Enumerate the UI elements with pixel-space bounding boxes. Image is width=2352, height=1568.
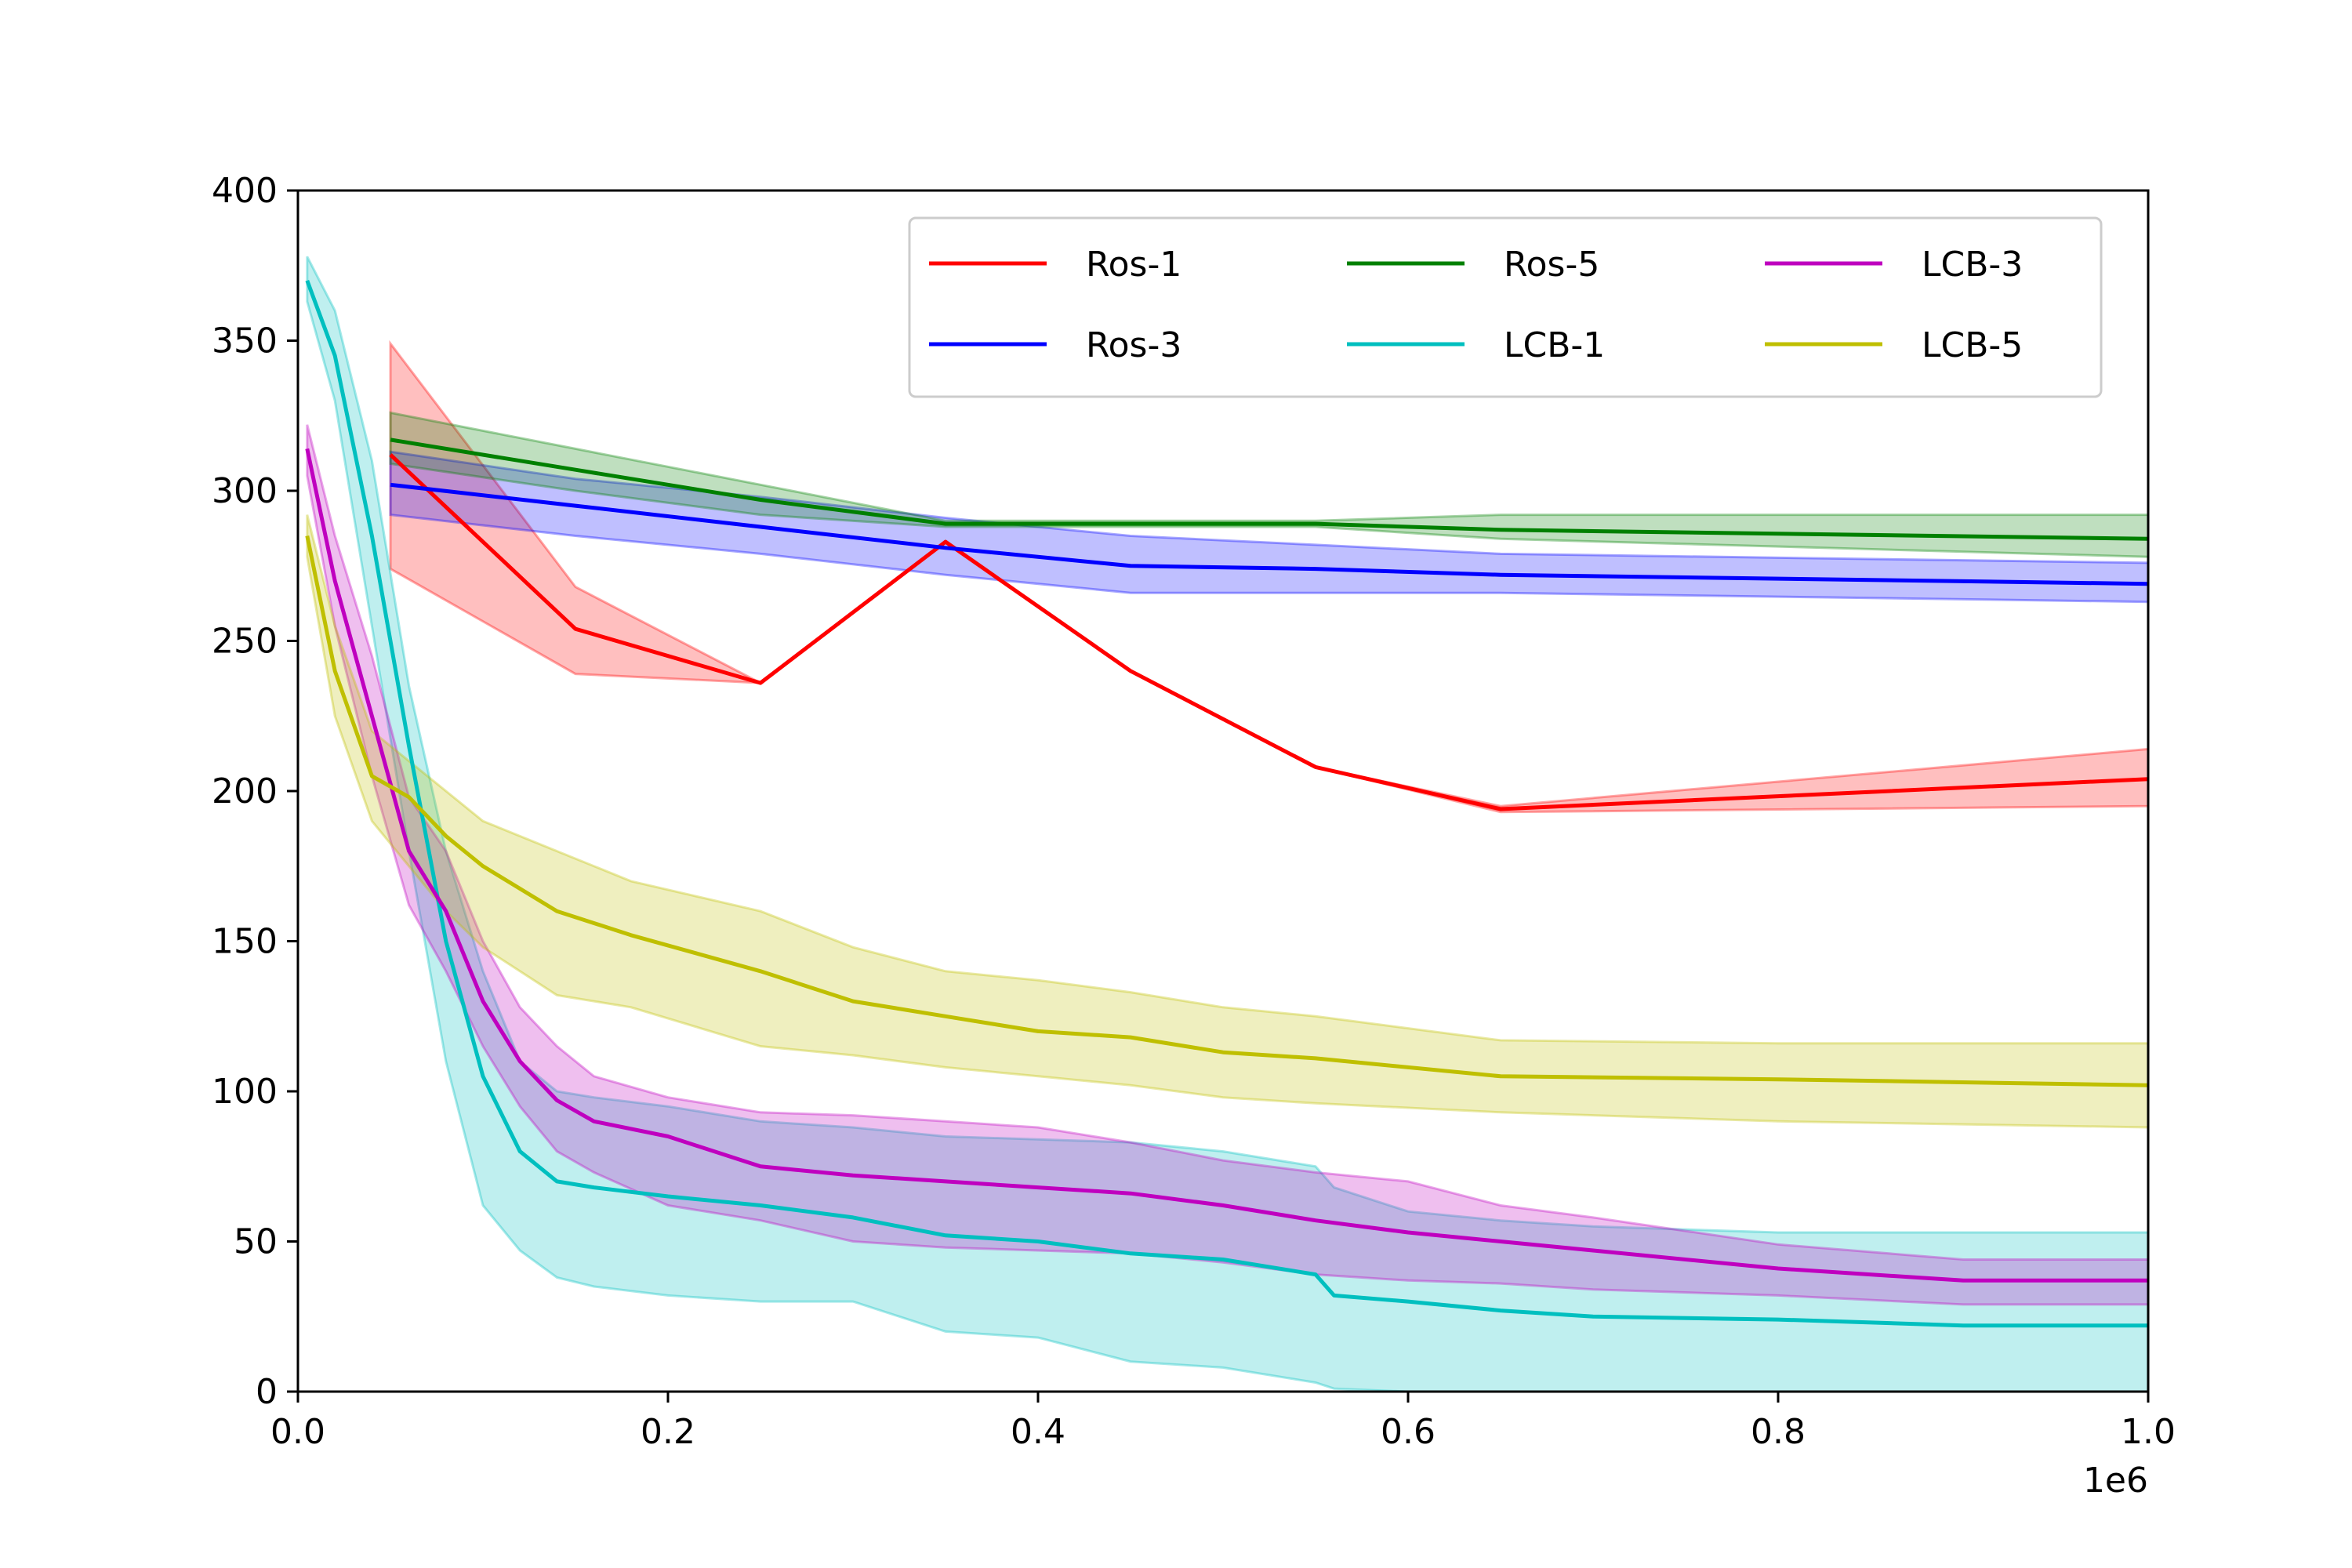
y-tick-label: 250 — [212, 622, 278, 662]
x-tick-label: 0.0 — [270, 1412, 325, 1452]
y-tick-label: 400 — [212, 171, 278, 211]
legend-label-lcb-3: LCB-3 — [1922, 245, 2023, 285]
line-ros-5 — [390, 437, 2149, 541]
x-tick-label: 0.2 — [641, 1412, 695, 1452]
line-lcb-5 — [305, 535, 2149, 1087]
legend-label-ros-1: Ros-1 — [1086, 245, 1181, 285]
y-tick-label: 0 — [256, 1372, 278, 1412]
y-tick-label: 350 — [212, 321, 278, 361]
x-axis-ticks: 0.0 0.2 0.4 0.6 0.8 1.0 — [270, 1392, 2176, 1452]
legend-label-lcb-5: LCB-5 — [1922, 325, 2023, 365]
legend: Ros-1 Ros-3 Ros-5 LCB-1 LCB-3 LCB-5 — [908, 216, 2103, 398]
y-tick-label: 200 — [212, 771, 278, 811]
y-tick-label: 150 — [212, 922, 278, 962]
series-lines — [305, 280, 2149, 1328]
y-tick-label: 100 — [212, 1072, 278, 1112]
y-tick-label: 300 — [212, 471, 278, 511]
y-axis-ticks: 0 50 100 150 200 250 300 350 400 — [212, 171, 298, 1412]
x-tick-label: 1.0 — [2121, 1412, 2176, 1452]
x-axis-offset-label: 1e6 — [2083, 1461, 2148, 1501]
line-lcb-1 — [305, 280, 2148, 1328]
x-tick-label: 0.8 — [1751, 1412, 1806, 1452]
x-tick-label: 0.4 — [1011, 1412, 1065, 1452]
legend-label-ros-3: Ros-3 — [1086, 325, 1181, 365]
line-ros-3 — [390, 482, 2149, 586]
legend-label-ros-5: Ros-5 — [1504, 245, 1599, 285]
y-tick-label: 50 — [234, 1222, 278, 1262]
line-ros-1 — [389, 453, 2149, 811]
line-lcb-3 — [305, 448, 2148, 1283]
x-tick-label: 0.6 — [1381, 1412, 1436, 1452]
legend-label-lcb-1: LCB-1 — [1504, 325, 1605, 365]
